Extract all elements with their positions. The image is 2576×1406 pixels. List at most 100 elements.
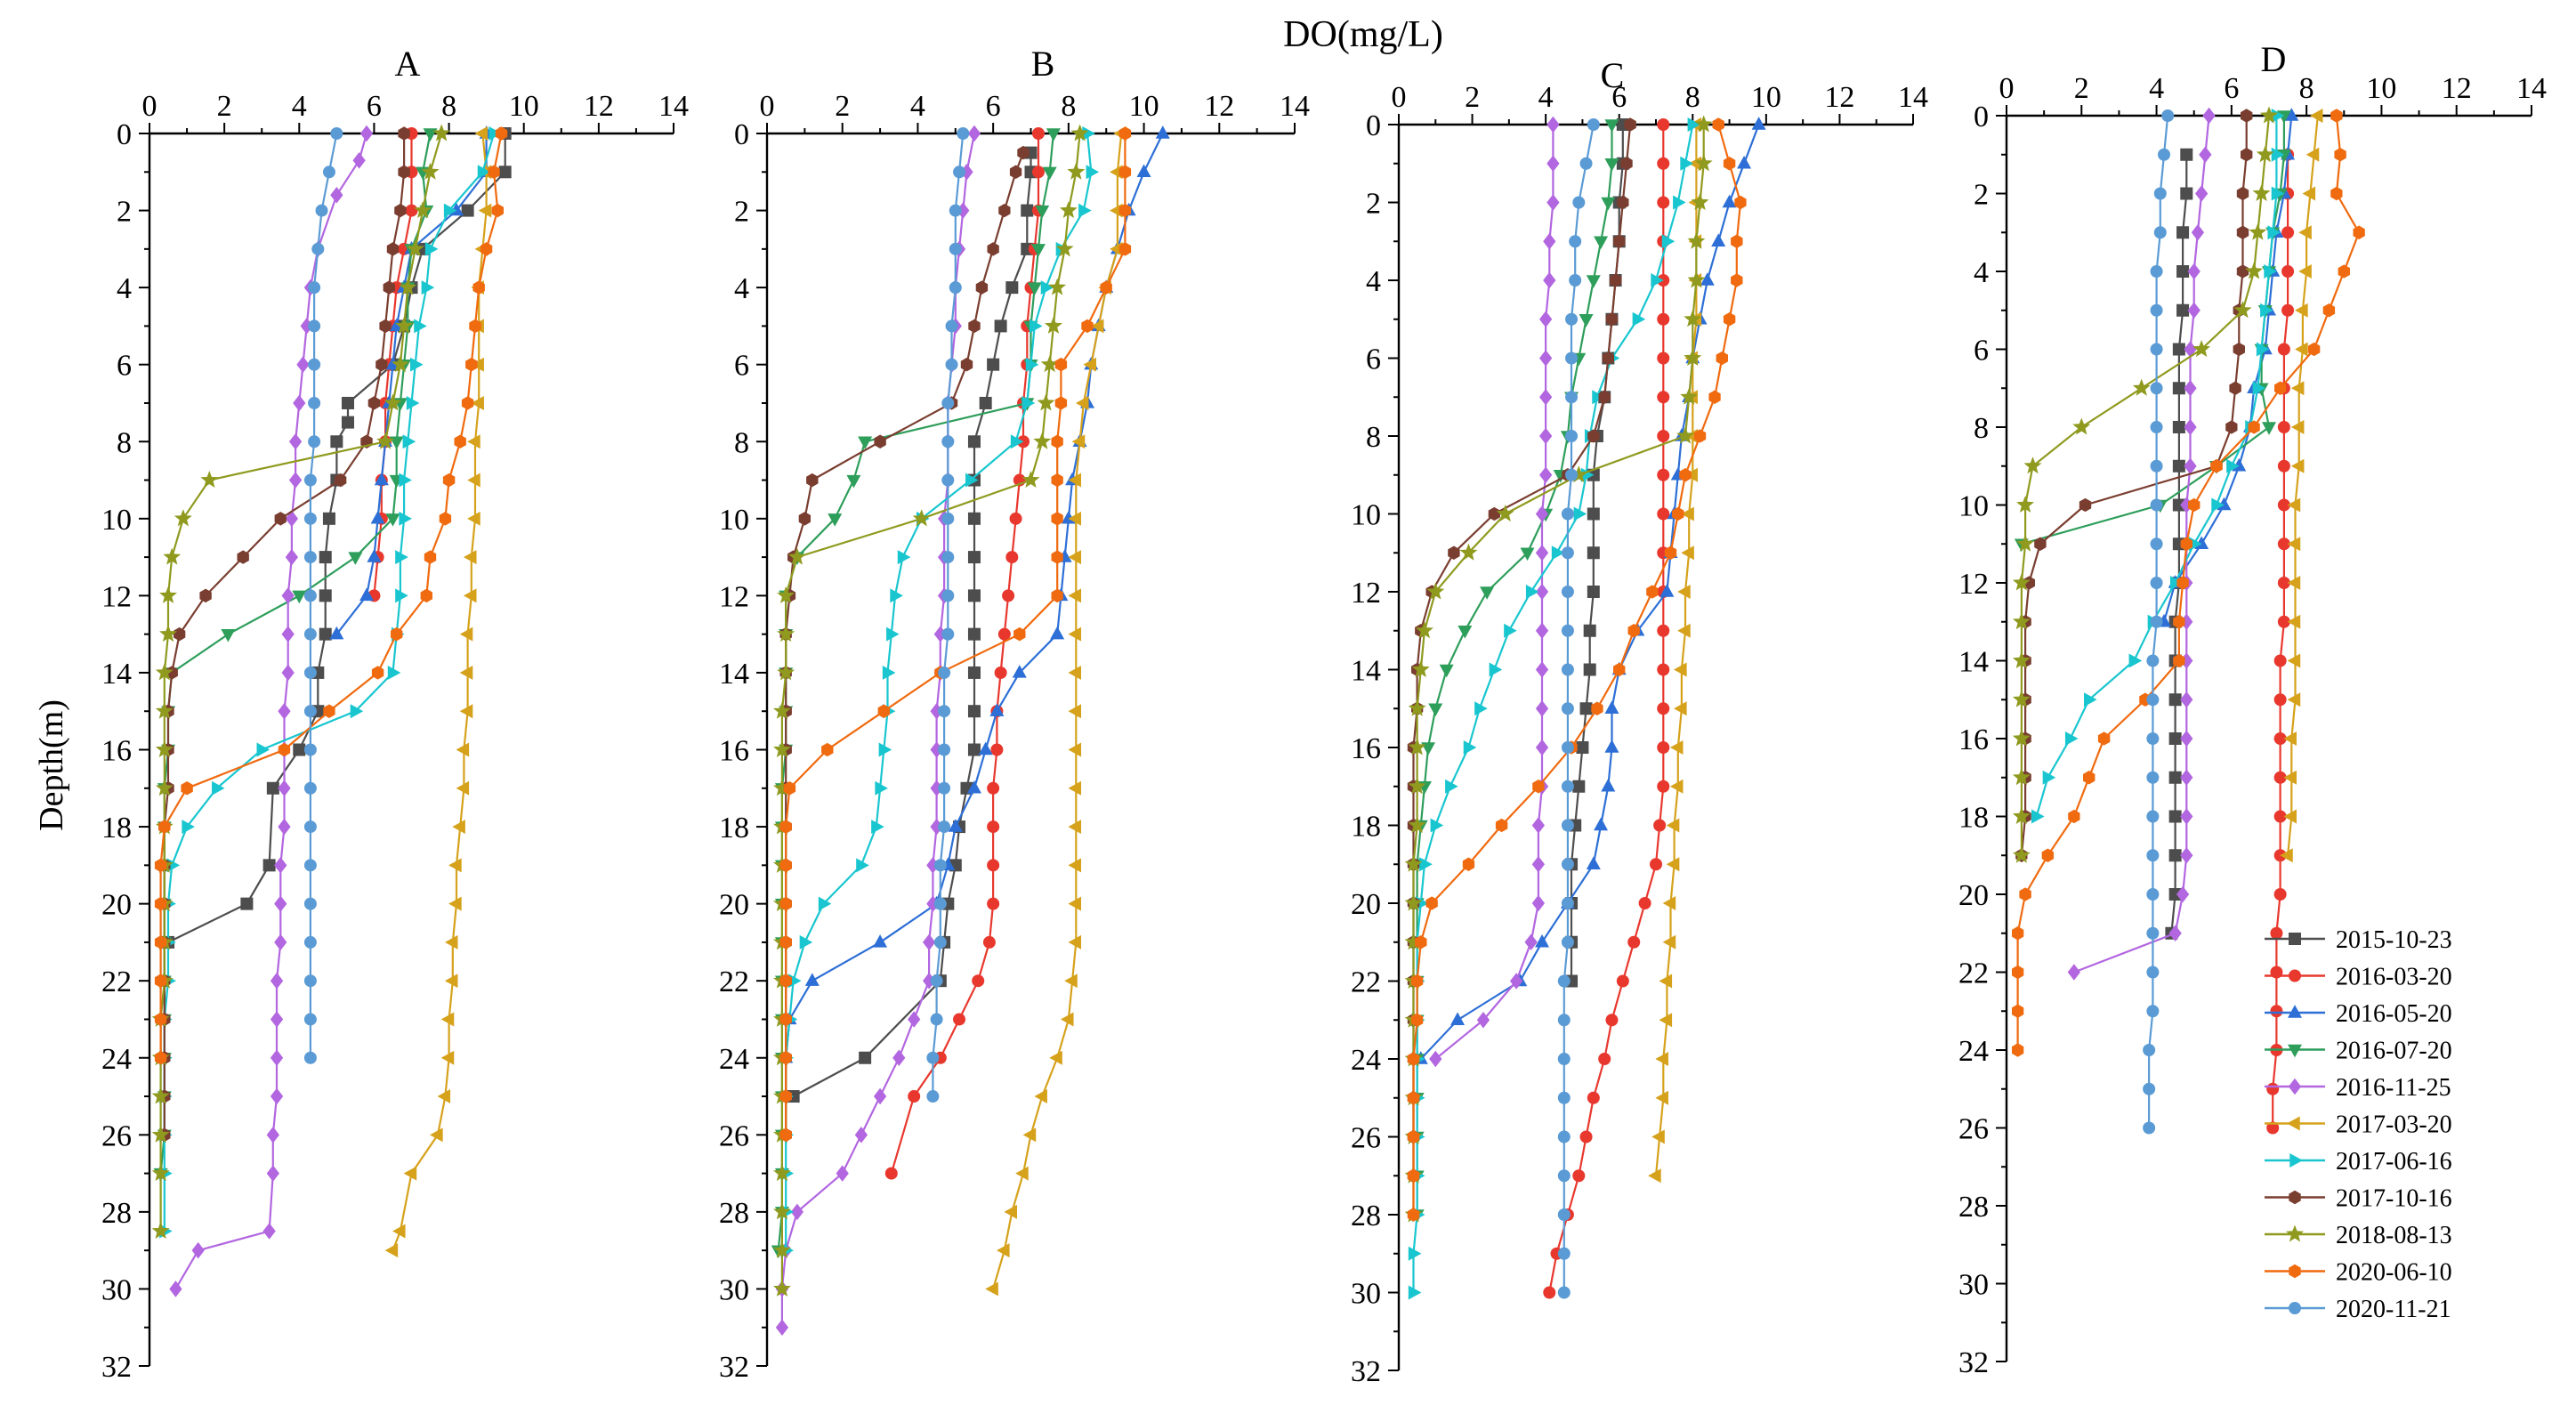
data-point <box>886 626 900 642</box>
data-point <box>779 896 792 911</box>
data-point <box>930 1013 943 1026</box>
data-point <box>1605 312 1619 327</box>
data-point <box>308 396 321 409</box>
data-point <box>941 512 955 525</box>
data-point <box>414 319 427 334</box>
series-2015-10-23 <box>2165 148 2193 940</box>
data-point <box>938 666 951 679</box>
data-point <box>1525 585 1539 599</box>
data-point <box>2287 614 2301 629</box>
x-tick-label: 8 <box>441 90 456 123</box>
data-point <box>1579 702 1593 715</box>
data-point <box>151 1222 170 1240</box>
legend-label: 2018-08-13 <box>2336 1222 2452 1249</box>
data-point <box>1450 1012 1466 1025</box>
series-2017-03-20 <box>985 126 1126 1297</box>
data-point <box>2176 226 2190 239</box>
x-tick-label: 14 <box>2516 72 2547 105</box>
y-tick-label: 6 <box>1366 343 1381 376</box>
y-tick-label: 14 <box>719 658 749 691</box>
data-point <box>1653 819 1667 832</box>
data-point <box>293 743 306 756</box>
data-point <box>1445 779 1458 794</box>
data-point <box>1040 280 1054 295</box>
legend-entry: 2018-08-13 <box>2265 1222 2452 1249</box>
data-point <box>1504 623 1517 638</box>
data-point <box>1557 1130 1571 1143</box>
data-point <box>994 666 1007 679</box>
data-point <box>303 551 317 564</box>
data-point <box>1587 1091 1600 1104</box>
data-point <box>2236 264 2249 279</box>
y-tick-label: 24 <box>1958 1035 1989 1068</box>
data-point <box>945 319 958 333</box>
y-tick-label: 2 <box>117 196 132 229</box>
data-point <box>158 820 171 834</box>
data-point <box>480 242 493 256</box>
data-point <box>1404 854 1423 872</box>
data-point <box>1561 586 1574 598</box>
series-2017-03-20 <box>1648 117 1702 1184</box>
data-point <box>941 627 955 641</box>
data-point <box>281 626 295 642</box>
data-point <box>432 124 451 141</box>
data-point <box>2146 966 2160 979</box>
data-point <box>1118 165 1132 179</box>
data-point <box>1408 738 1426 756</box>
data-point <box>2283 731 2297 746</box>
data-point <box>1068 550 1082 565</box>
data-point <box>200 471 219 489</box>
y-tick-label: 30 <box>719 1273 749 1306</box>
data-point <box>997 1243 1010 1258</box>
data-point <box>856 858 869 873</box>
data-point <box>821 742 834 757</box>
data-point <box>1737 155 1752 169</box>
data-point <box>2229 381 2241 395</box>
data-point <box>2309 109 2323 123</box>
data-point <box>1474 701 1488 716</box>
data-point <box>359 587 375 602</box>
legend-marker <box>2285 1224 2305 1242</box>
data-point <box>274 857 287 874</box>
data-point <box>270 972 284 990</box>
data-point <box>1009 512 1022 525</box>
series-2020-06-10 <box>779 126 1132 1143</box>
data-point <box>315 204 328 217</box>
data-point <box>323 704 335 718</box>
legend-label: 2016-05-20 <box>2336 1000 2452 1028</box>
data-point <box>987 897 1000 910</box>
data-point <box>334 473 347 488</box>
data-point <box>804 973 820 986</box>
data-point <box>155 701 174 719</box>
y-tick-label: 0 <box>117 118 132 151</box>
data-point <box>221 628 236 642</box>
data-point <box>1051 588 1063 603</box>
data-point <box>908 1011 921 1028</box>
legend-label: 2016-03-20 <box>2336 964 2452 991</box>
data-point <box>2184 457 2197 475</box>
x-tick-label: 8 <box>1061 90 1076 123</box>
data-point <box>440 1012 455 1027</box>
data-point <box>1061 1012 1074 1027</box>
data-point <box>303 897 317 910</box>
data-point <box>151 1164 170 1182</box>
data-point <box>1155 125 1170 139</box>
data-point <box>1100 280 1112 295</box>
series-2017-06-16 <box>780 126 1100 1258</box>
series-2015-10-23 <box>787 146 1038 1103</box>
data-point <box>2211 497 2225 513</box>
data-point <box>2068 809 2080 824</box>
data-point <box>1648 1168 1661 1184</box>
data-point <box>1684 349 1702 367</box>
data-point <box>303 512 317 525</box>
data-point <box>938 820 951 834</box>
data-point <box>410 357 424 372</box>
data-point <box>828 513 843 527</box>
x-tick-label: 4 <box>2149 72 2164 105</box>
data-point <box>2305 147 2320 162</box>
data-point <box>779 820 792 834</box>
data-point <box>308 358 321 371</box>
data-point <box>2012 806 2031 825</box>
data-point <box>169 1281 182 1297</box>
data-point <box>163 547 182 565</box>
